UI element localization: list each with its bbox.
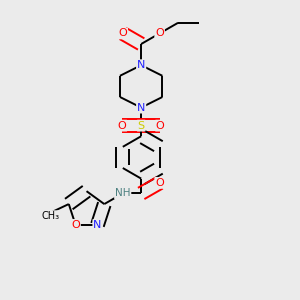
Text: O: O [71, 220, 80, 230]
Text: O: O [155, 28, 164, 38]
Text: N: N [137, 103, 146, 112]
Text: CH₃: CH₃ [42, 211, 60, 221]
Text: O: O [155, 178, 164, 188]
Text: O: O [118, 121, 127, 130]
Text: O: O [118, 28, 127, 38]
Text: N: N [137, 60, 146, 70]
Text: S: S [138, 121, 145, 130]
Text: N: N [93, 220, 102, 230]
Text: NH: NH [115, 188, 130, 199]
Text: O: O [156, 121, 165, 130]
